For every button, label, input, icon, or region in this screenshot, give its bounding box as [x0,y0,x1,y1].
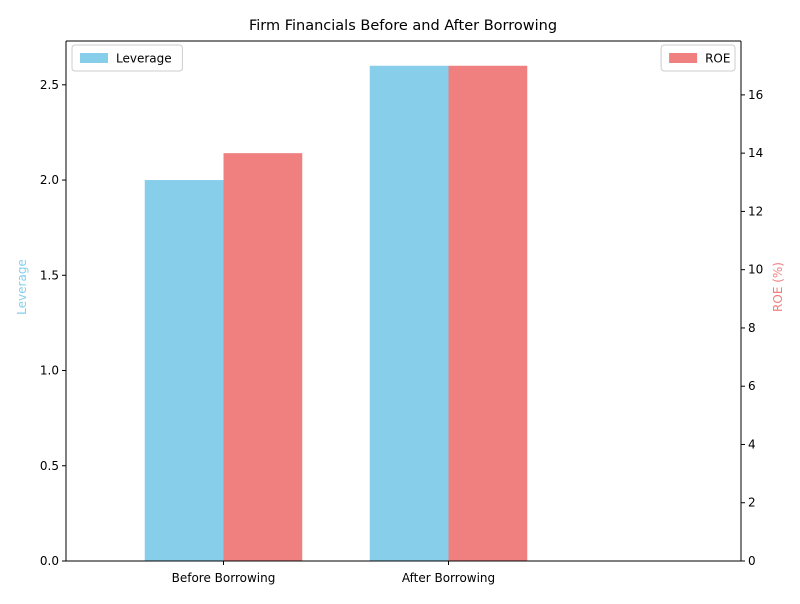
legend-label-leverage: Leverage [116,52,172,66]
axes-group: 0.0 0.5 1.0 1.5 2.0 2.5 0 2 4 6 8 10 12 14 16 Before Bo… [40,40,763,585]
right-tick-label: 16 [748,88,763,102]
right-tick-label: 4 [748,437,756,451]
bar-leverage-1 [369,65,449,561]
legend-box-roe [660,44,736,72]
right-tick-label: 12 [748,204,763,218]
legend-swatch-leverage [80,53,108,63]
left-tick-label: 2.0 [40,173,59,187]
right-tick-label: 8 [748,321,756,335]
left-tick-label: 2.5 [40,78,59,92]
legend-label-roe: ROE [705,52,730,66]
right-tick-label: 2 [748,496,756,510]
legend-swatch-roe [669,53,698,63]
right-axis-label: ROE (%) [771,262,785,312]
left-tick-label: 1.5 [40,268,59,282]
bar-roe-0 [223,153,303,561]
bars-group [144,65,528,562]
bar-roe-1 [448,65,528,561]
right-tick-label: 6 [748,379,756,393]
right-tick-label: 14 [748,146,763,160]
left-tick-label: 0.5 [40,459,59,473]
legend-box-leverage [71,44,183,72]
bar-leverage-0 [144,180,224,562]
x-tick-label: After Borrowing [402,571,495,585]
chart-title: Firm Financials Before and After Borrowi… [249,18,557,34]
right-tick-label: 10 [748,263,763,277]
x-tick-label: Before Borrowing [172,571,276,585]
left-axis-label: Leverage [15,259,29,315]
left-tick-label: 1.0 [40,364,59,378]
legends-group: Leverage ROE [71,44,736,72]
right-tick-label: 0 [748,554,756,568]
left-tick-label: 0.0 [40,554,59,568]
